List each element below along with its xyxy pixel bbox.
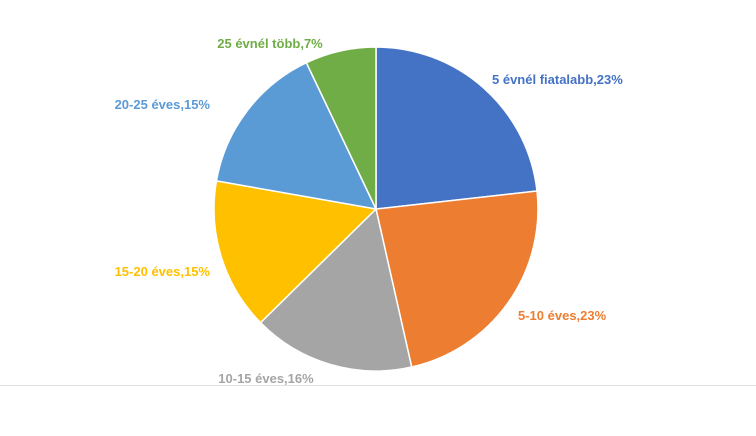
pie-slice-5 — [305, 46, 377, 210]
pie-slices — [213, 46, 539, 372]
pie-labels: 5 évnél fiatalabb,23% 5-10 éves,23% 10-1… — [115, 36, 624, 385]
slice-label-1: 5-10 éves,23% — [518, 308, 607, 323]
pie-chart: 5 évnél fiatalabb,23% 5-10 éves,23% 10-1… — [115, 36, 624, 385]
slice-label-2: 10-15 éves,16% — [218, 371, 314, 385]
slice-label-0: 5 évnél fiatalabb,23% — [492, 72, 623, 87]
pie-slice-3 — [213, 180, 378, 324]
slice-label-5: 25 évnél több,7% — [217, 36, 323, 51]
chart-area: 5 évnél fiatalabb,23% 5-10 éves,23% 10-1… — [0, 36, 756, 386]
slice-label-4: 20-25 éves,15% — [115, 97, 211, 112]
pie-slice-1 — [375, 190, 539, 368]
pie-slice-0 — [375, 46, 538, 210]
pie-slice-4 — [215, 61, 378, 210]
slice-label-3: 15-20 éves,15% — [115, 264, 211, 279]
pie-slice-2 — [259, 207, 413, 372]
